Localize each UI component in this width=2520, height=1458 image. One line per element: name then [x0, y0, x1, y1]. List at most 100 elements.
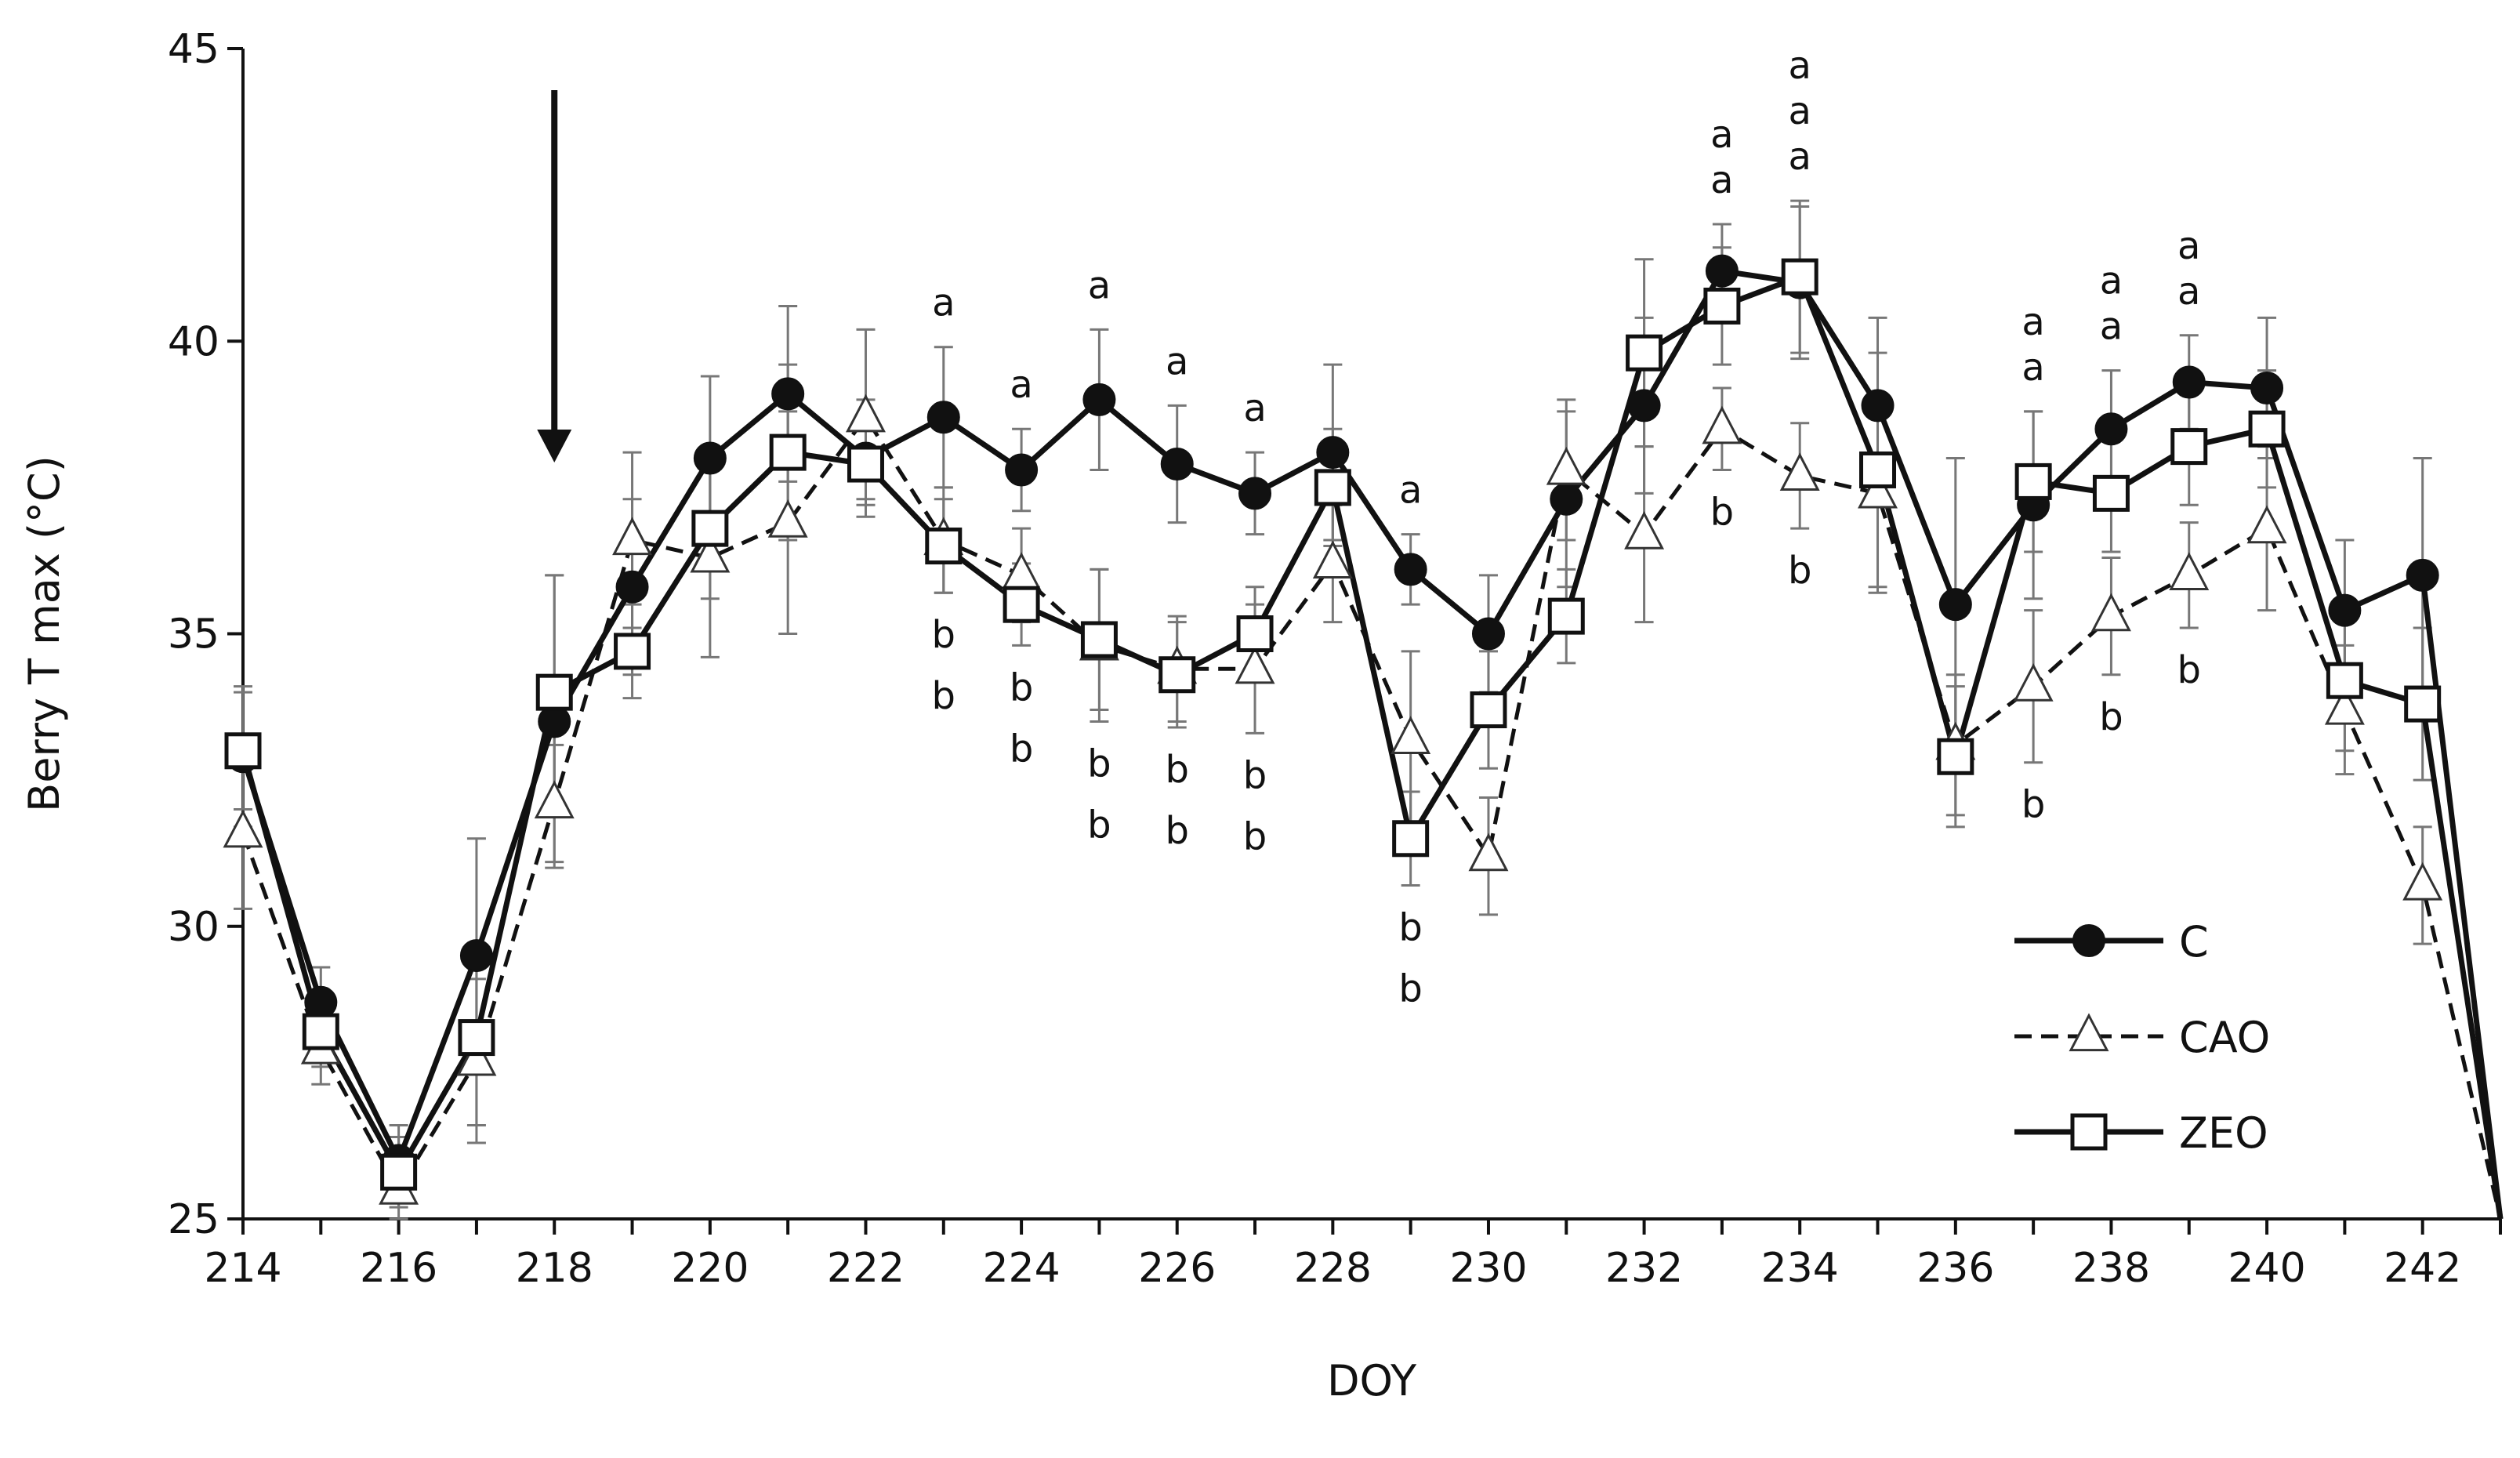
series-line-c	[240, 268, 2504, 1220]
x-tick-label: 224	[982, 1245, 1060, 1292]
data-point-zeo	[2326, 662, 2363, 699]
series-line-zeo	[240, 274, 2504, 1220]
data-point-zeo	[1937, 738, 1974, 775]
y-tick-label: 25	[168, 1196, 219, 1243]
data-point-cao	[2246, 505, 2287, 544]
x-tick-label: 238	[2072, 1245, 2150, 1292]
significance-label-a: a	[1243, 386, 1266, 430]
data-point-c	[926, 401, 960, 434]
legend-label-cao: CAO	[2179, 1013, 2270, 1062]
significance-label-a: a	[1088, 263, 1111, 307]
data-point-zeo	[1547, 597, 1585, 635]
data-point-c	[2094, 412, 2128, 446]
data-point-cao	[2402, 861, 2443, 901]
x-tick-label: 222	[827, 1245, 905, 1292]
data-point-cao	[690, 534, 731, 573]
data-point-c	[1005, 453, 1039, 487]
legend-marker-c	[2072, 924, 2105, 957]
significance-label-b: b	[1165, 809, 1188, 853]
data-point-zeo	[224, 732, 262, 770]
data-point-zeo	[614, 633, 651, 670]
data-point-zeo	[1392, 820, 1430, 858]
x-tick-label: 216	[360, 1245, 437, 1292]
y-tick-label: 30	[168, 904, 219, 951]
significance-label-b: b	[1087, 803, 1111, 847]
series-lines	[240, 268, 2504, 1220]
series-markers	[223, 254, 2443, 1205]
x-tick-label: 236	[1916, 1245, 1994, 1292]
data-point-zeo	[302, 1013, 339, 1050]
data-point-c	[1938, 588, 1972, 622]
significance-label-b: b	[1087, 742, 1111, 785]
data-point-c	[1316, 436, 1350, 470]
data-point-zeo	[2170, 428, 2208, 466]
significance-label-a: a	[1399, 469, 1422, 513]
data-point-c	[1861, 389, 1895, 423]
significance-label-b: b	[2177, 648, 2201, 692]
x-tick-label: 220	[671, 1245, 749, 1292]
annotations	[537, 90, 572, 462]
data-point-cao	[1235, 645, 1275, 684]
data-point-zeo	[1781, 258, 1818, 296]
axes: 25 30 35 40 45 214 216 218 220 222 224 226 228 230 232…	[20, 26, 2502, 1405]
data-point-zeo	[458, 1019, 495, 1057]
significance-label-a: a	[2021, 346, 2044, 390]
x-tick-label: 228	[1294, 1245, 1372, 1292]
data-point-cao	[612, 517, 653, 556]
data-point-zeo	[1859, 451, 1897, 488]
x-tick-label: 232	[1605, 1245, 1683, 1292]
significance-label-a: a	[1710, 158, 1733, 202]
significance-label-a: a	[932, 281, 955, 325]
data-point-zeo	[1703, 287, 1741, 325]
significance-label-b: b	[1398, 967, 1422, 1010]
data-point-cao	[1391, 716, 1431, 754]
significance-label-b: b	[1398, 905, 1422, 949]
data-point-cao	[2090, 593, 2131, 632]
y-axis-title: Berry T max (°C)	[20, 455, 69, 812]
data-point-c	[1394, 553, 1427, 586]
data-point-cao	[1779, 452, 1820, 491]
significance-label-a: a	[2177, 224, 2200, 268]
significance-label-b: b	[2021, 783, 2045, 827]
data-point-zeo	[1003, 586, 1040, 623]
x-tick-label: 234	[1761, 1245, 1839, 1292]
significance-label-b: b	[1788, 549, 1811, 593]
data-point-cao	[1546, 446, 1586, 485]
data-point-zeo	[1626, 334, 1663, 372]
data-point-zeo	[2092, 474, 2130, 512]
data-point-c	[693, 441, 727, 475]
y-tick-label: 45	[168, 26, 219, 73]
y-tick-label: 35	[168, 611, 219, 658]
data-point-cao	[846, 394, 886, 433]
data-point-cao	[2169, 552, 2210, 590]
data-point-zeo	[769, 433, 807, 471]
significance-label-a: a	[2100, 305, 2123, 349]
significance-label-b: b	[932, 613, 955, 657]
data-point-zeo	[847, 445, 884, 483]
y-tick-label: 40	[168, 318, 219, 365]
data-point-zeo	[2014, 462, 2052, 500]
data-point-c	[615, 570, 649, 604]
data-point-zeo	[1236, 615, 1274, 652]
x-axis-title: DOY	[1327, 1356, 1417, 1405]
x-tick-label: 230	[1449, 1245, 1527, 1292]
significance-label-a: a	[1010, 363, 1032, 407]
data-point-c	[1471, 617, 1505, 651]
significance-label-a: a	[1788, 89, 1811, 133]
data-point-c	[2328, 593, 2362, 627]
data-point-c	[2250, 371, 2284, 404]
significance-label-b: b	[1010, 727, 1033, 771]
data-point-c	[1705, 254, 1739, 288]
x-tick-label: 214	[204, 1245, 281, 1292]
significance-label-b: b	[2099, 695, 2123, 739]
x-tick-label: 226	[1138, 1245, 1216, 1292]
legend: C CAO ZEO	[2014, 917, 2270, 1158]
significance-label-a: a	[1166, 339, 1188, 383]
data-point-zeo	[380, 1153, 418, 1191]
legend-marker-cao	[2069, 1013, 2109, 1052]
significance-label-b: b	[1243, 814, 1267, 858]
significance-label-b: b	[1243, 753, 1267, 797]
series-line-cao	[241, 415, 2503, 1220]
data-point-c	[771, 377, 805, 411]
